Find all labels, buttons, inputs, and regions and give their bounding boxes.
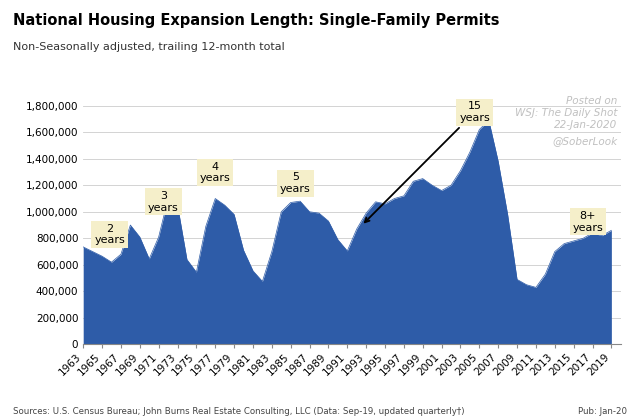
- Text: 5
years: 5 years: [280, 173, 311, 194]
- Text: Pub: Jan-20: Pub: Jan-20: [578, 407, 627, 416]
- Text: National Housing Expansion Length: Single-Family Permits: National Housing Expansion Length: Singl…: [13, 13, 499, 28]
- Text: Posted on: Posted on: [566, 96, 617, 106]
- Text: Non-Seasonally adjusted, trailing 12-month total: Non-Seasonally adjusted, trailing 12-mon…: [13, 42, 285, 52]
- Text: @SoberLook: @SoberLook: [552, 136, 617, 146]
- Text: 3
years: 3 years: [148, 191, 179, 213]
- Text: 15
years: 15 years: [365, 102, 490, 222]
- Text: 22-Jan-2020: 22-Jan-2020: [554, 120, 617, 130]
- Text: WSJ: The Daily Shot: WSJ: The Daily Shot: [515, 108, 617, 118]
- Text: 8+
years: 8+ years: [572, 211, 603, 233]
- Text: 2
years: 2 years: [94, 223, 125, 245]
- Text: Sources: U.S. Census Bureau; John Burns Real Estate Consulting, LLC (Data: Sep-1: Sources: U.S. Census Bureau; John Burns …: [13, 407, 464, 416]
- Text: 4
years: 4 years: [200, 162, 230, 184]
